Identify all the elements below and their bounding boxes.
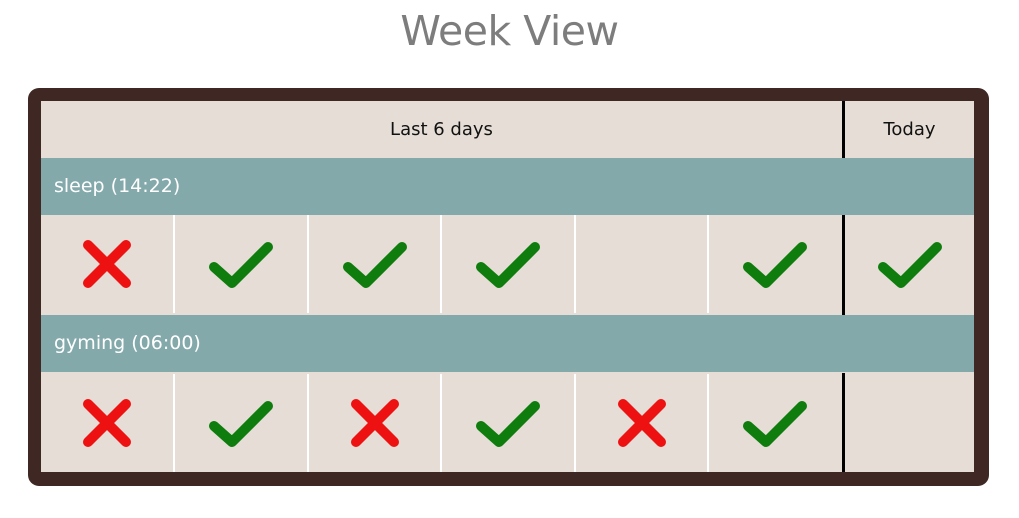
cell-separator [440,374,442,472]
cell-separator [173,374,175,472]
today-divider [842,101,845,158]
cell-separator [307,374,309,472]
today-divider [842,373,845,472]
cross-icon [342,390,408,456]
day-cell[interactable] [41,374,173,472]
day-cell[interactable] [709,374,841,472]
day-cell[interactable] [442,374,574,472]
page-title: Week View [400,7,619,55]
habit-row-gyming[interactable]: gyming (06:00) [41,315,974,372]
check-icon [877,231,943,297]
today-cell[interactable] [845,374,974,472]
header-today: Today [883,119,936,140]
cell-separator [307,215,309,313]
cross-icon [74,231,140,297]
cell-separator [173,215,175,313]
cell-separator [574,374,576,472]
cell-separator [574,215,576,313]
day-cell[interactable] [309,374,441,472]
habit-cells-gyming [41,374,974,472]
day-cell[interactable] [576,215,708,313]
cell-separator [707,374,709,472]
header-last-6-days: Last 6 days [390,119,493,140]
check-icon [475,231,541,297]
week-table: Last 6 days Today sleep (14:22) gyming (… [41,101,974,472]
check-icon [208,231,274,297]
cross-icon [74,390,140,456]
cell-separator [440,215,442,313]
check-icon [742,390,808,456]
day-cell[interactable] [576,374,708,472]
check-icon [342,231,408,297]
day-cell[interactable] [709,215,841,313]
day-cell[interactable] [175,374,307,472]
habit-row-sleep[interactable]: sleep (14:22) [41,158,974,215]
cell-separator [707,215,709,313]
check-icon [742,231,808,297]
day-cell[interactable] [175,215,307,313]
day-cell[interactable] [442,215,574,313]
check-icon [208,390,274,456]
week-table-frame: Last 6 days Today sleep (14:22) gyming (… [28,88,989,486]
cross-icon [609,390,675,456]
today-divider [842,215,845,315]
day-cell[interactable] [309,215,441,313]
check-icon [475,390,541,456]
habit-cells-sleep [41,215,974,313]
day-cell[interactable] [41,215,173,313]
today-cell[interactable] [845,215,974,313]
